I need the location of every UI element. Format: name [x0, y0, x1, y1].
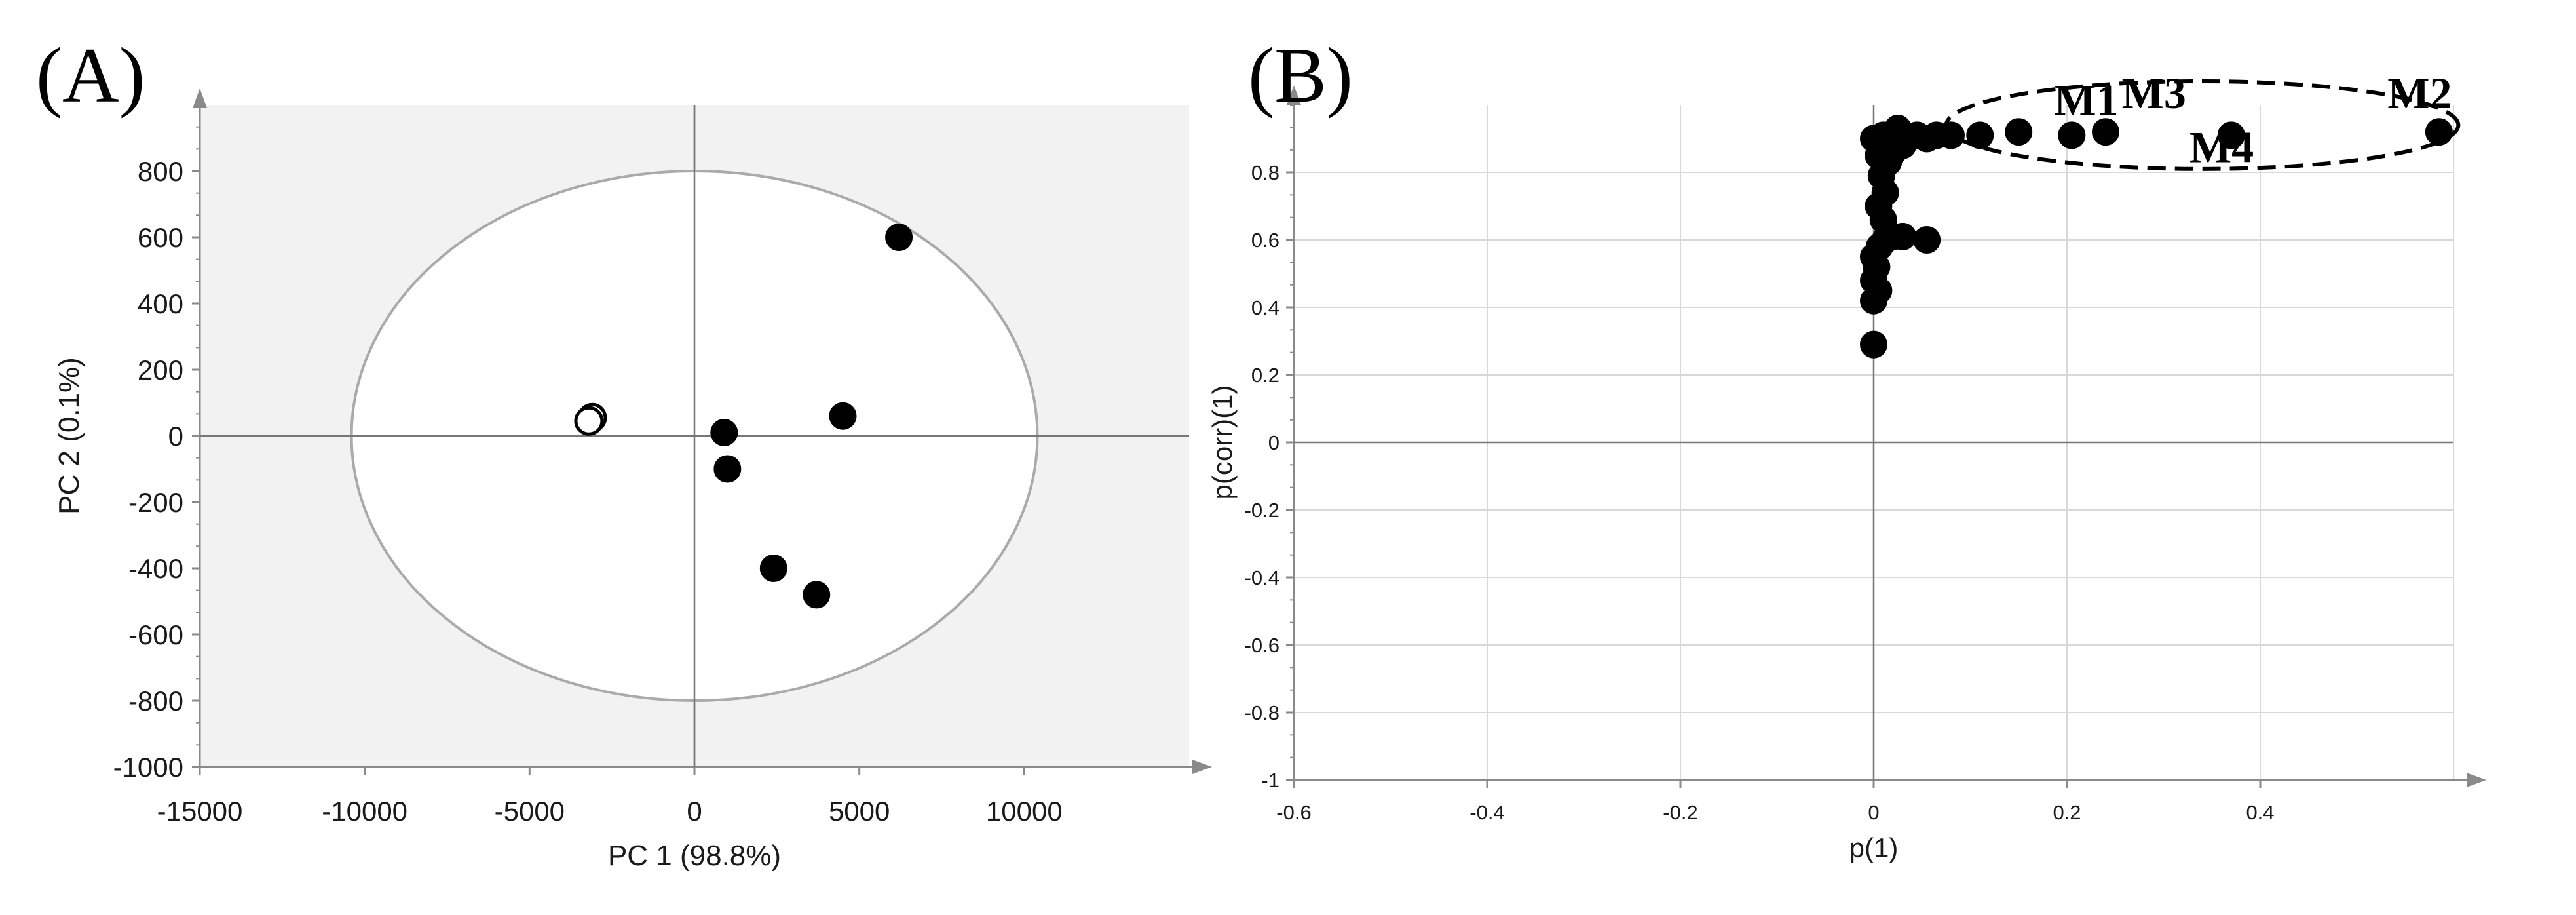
panel-b: -0.6 -0.4 -0.2 0 0.2 0.4 -1 -0.8 -0.6 -0.4 -0.2 0 0.… — [1207, 31, 2486, 863]
x-tick-label: 0 — [1868, 801, 1879, 824]
data-point — [2092, 118, 2119, 146]
x-axis-arrow — [1192, 760, 1212, 774]
x-tick-label: -5000 — [495, 796, 565, 827]
y-tick-label: 0 — [168, 421, 183, 452]
x-axis-title: p(1) — [1849, 832, 1899, 863]
data-point — [1860, 330, 1887, 359]
y-tick-label: 0.6 — [1251, 229, 1279, 252]
x-tick-label: 0 — [687, 796, 702, 827]
y-tick-label: 0.4 — [1251, 296, 1279, 319]
y-tick-label: 0.2 — [1251, 364, 1279, 387]
data-point — [1937, 121, 1965, 149]
x-axis-title: PC 1 (98.8%) — [608, 840, 781, 872]
x-tick-label: 0.4 — [2246, 801, 2274, 824]
data-point — [2005, 118, 2033, 146]
y-tick-label: 200 — [138, 355, 183, 385]
y-tick-label: 600 — [138, 222, 183, 253]
data-point — [713, 455, 742, 483]
x-tick-label: -0.4 — [1469, 801, 1504, 824]
x-tick-label: -15000 — [157, 796, 243, 827]
highlight-ellipse — [1944, 79, 2461, 171]
annotation-label: M1 — [2054, 75, 2118, 125]
data-point — [1913, 226, 1941, 254]
data-point — [2217, 121, 2245, 149]
y-axis-title: PC 2 (0.1%) — [53, 357, 85, 515]
data-point — [829, 402, 857, 430]
y-tick-label: 0 — [1268, 431, 1279, 454]
y-tick-label: -0.2 — [1245, 499, 1279, 522]
x-tick-label: 5000 — [829, 796, 890, 827]
y-tick-label: -600 — [128, 619, 183, 650]
x-tick-label: -10000 — [322, 796, 407, 827]
y-tick-label: -1 — [1261, 769, 1279, 792]
data-point — [803, 581, 831, 609]
x-tick-label: -0.2 — [1663, 801, 1697, 824]
x-tick-label: 10000 — [986, 796, 1063, 827]
y-tick-label: 800 — [138, 156, 183, 187]
y-tick-label: -400 — [128, 553, 183, 584]
y-tick-label: -800 — [128, 686, 183, 716]
panel-label: (B) — [1248, 31, 1353, 119]
y-axis-arrow — [1287, 85, 1301, 105]
y-axis-arrow — [193, 88, 207, 108]
y-tick-label: 0.8 — [1251, 161, 1279, 184]
y-axis-title: p(corr)(1) — [1207, 385, 1238, 500]
data-point — [759, 555, 787, 582]
y-tick-label: -0.8 — [1245, 701, 1279, 724]
y-tick-label: -0.6 — [1245, 634, 1279, 657]
y-tick-label: -200 — [128, 487, 183, 518]
data-point — [2425, 118, 2453, 146]
annotation-label: M3 — [2122, 68, 2186, 118]
data-point — [1884, 115, 1912, 143]
data-point — [2058, 121, 2086, 149]
panel-a: -15000 -10000 -5000 0 5000 10000 -1000 -800 -600… — [36, 31, 1212, 872]
x-tick-label: 0.2 — [2053, 801, 2081, 824]
annotation-label: M2 — [2387, 68, 2452, 118]
data-point-open — [574, 406, 604, 436]
x-axis-arrow — [2467, 773, 2486, 787]
data-point — [710, 418, 738, 446]
y-tick-label: -0.4 — [1245, 566, 1279, 589]
y-tick-label: -1000 — [113, 752, 183, 783]
annotation-label: M4 — [2189, 123, 2254, 172]
data-point — [885, 224, 913, 251]
panel-label: (A) — [36, 31, 145, 119]
y-tick-label: 400 — [138, 288, 183, 319]
x-tick-label: -0.6 — [1276, 801, 1311, 824]
data-point — [1966, 121, 1994, 149]
